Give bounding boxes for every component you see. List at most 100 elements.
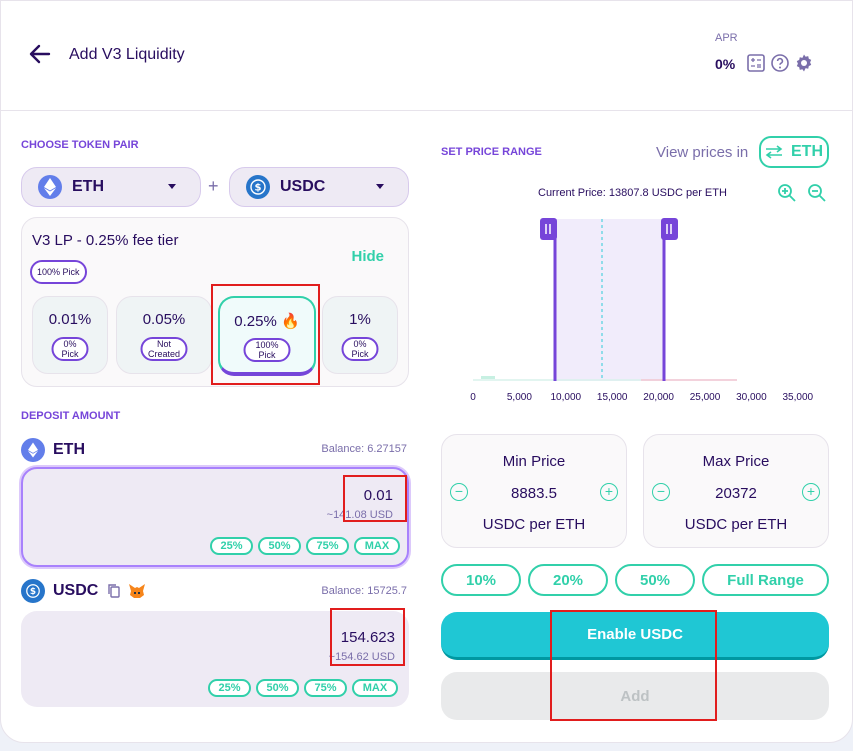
eth-icon [38,175,62,199]
token-b-label: USDC [280,178,326,195]
usdc-amount-value: 154.623 [340,629,395,646]
x-tick-label: 30,000 [736,392,767,403]
min-price-panel: Min Price − 8883.5 + USDC per ETH [441,434,627,548]
set-price-range-label: SET PRICE RANGE [441,146,542,158]
x-tick-label: 0 [470,392,476,403]
min-price-handle[interactable] [540,218,557,240]
handle-grip-icon [666,224,672,234]
fee-option-1[interactable]: 1% 0% Pick [322,296,398,374]
fee-tier-title: V3 LP - 0.25% fee tier [32,232,179,249]
apr-label: APR [715,32,738,44]
usdc-icon: $ [21,579,45,603]
usdc-deposit-header: $ USDC [21,579,146,603]
chevron-down-icon [168,184,176,189]
eth-max-button[interactable]: MAX [354,537,400,555]
x-tick-label: 5,000 [507,392,532,403]
x-tick-label: 15,000 [597,392,628,403]
token-a-select[interactable]: ETH [21,167,201,207]
x-tick-label: 35,000 [783,392,814,403]
eth-deposit-header: ETH [21,438,85,462]
usdc-max-button[interactable]: MAX [352,679,398,697]
usdc-25-button[interactable]: 25% [208,679,251,697]
add-button[interactable]: Add [441,672,829,720]
min-price-input[interactable]: 8883.5 [511,485,557,502]
max-price-panel: Max Price − 20372 + USDC per ETH [643,434,829,548]
x-tick-label: 10,000 [551,392,582,403]
min-price-unit: USDC per ETH [482,516,586,533]
help-icon[interactable] [770,53,790,73]
fee-option-value: 0.25% 🔥 [234,313,300,330]
eth-amount-value: 0.01 [363,487,393,504]
token-b-select[interactable]: $ USDC [229,167,409,207]
svg-text:$: $ [30,587,36,597]
view-prices-label: View prices in [656,144,749,161]
max-price-label: Max Price [702,453,770,470]
eth-amount-usd: ~141.08 USD [326,509,393,521]
back-arrow-icon[interactable] [27,41,53,67]
svg-text:$: $ [255,183,262,194]
handle-grip-icon [545,224,551,234]
liquidity-bar [481,376,495,379]
usdc-balance: Balance: 15725.7 [321,585,407,597]
fee-option-pick: Not Created [140,337,188,361]
x-tick-label: 25,000 [690,392,721,403]
usdc-symbol: USDC [53,582,99,599]
min-price-decrement-button[interactable]: − [450,483,468,501]
zoom-out-icon[interactable] [807,183,827,203]
fee-tier-panel: V3 LP - 0.25% fee tier 100% Pick Hide 0.… [21,217,409,387]
max-price-input[interactable]: 20372 [715,485,757,502]
min-price-increment-button[interactable]: + [600,483,618,501]
fee-option-value: 0.01% [48,311,92,328]
fee-option-0-05[interactable]: 0.05% Not Created [116,296,212,374]
range-10-button[interactable]: 10% [441,564,521,596]
fee-option-pick: 100% Pick [243,338,291,362]
chevron-down-icon [376,184,384,189]
fee-option-value: 0.05% [142,311,186,328]
token-a-label: ETH [72,178,104,195]
copy-icon[interactable] [106,583,122,599]
choose-token-pair-label: CHOOSE TOKEN PAIR [21,139,139,151]
page-title: Add V3 Liquidity [69,46,185,63]
settings-gear-icon[interactable] [794,53,814,73]
full-range-button[interactable]: Full Range [702,564,829,596]
price-range-chart[interactable]: 0 5,000 10,000 15,000 20,000 25,000 30,000 35,0… [461,209,821,409]
view-prices-token: ETH [791,143,823,160]
metamask-fox-icon[interactable] [128,583,146,599]
fee-option-0-01[interactable]: 0.01% 0% Pick [32,296,108,374]
max-price-unit: USDC per ETH [684,516,788,533]
eth-75-button[interactable]: 75% [306,537,349,555]
calculator-icon[interactable] [746,53,766,73]
range-50-button[interactable]: 50% [615,564,695,596]
fee-pick-badge: 100% Pick [30,260,87,284]
fee-option-pick: 0% Pick [341,337,379,361]
eth-25-button[interactable]: 25% [210,537,253,555]
max-price-decrement-button[interactable]: − [652,483,670,501]
usdc-50-button[interactable]: 50% [256,679,299,697]
fee-option-0-25[interactable]: 0.25% 🔥 100% Pick [218,296,316,376]
usdc-amount-usd: ~154.62 USD [328,651,395,663]
current-price-label: Current Price: 13807.8 USDC per ETH [538,187,727,199]
eth-balance: Balance: 6.27157 [321,443,407,455]
max-price-increment-button[interactable]: + [802,483,820,501]
swap-arrows-icon [765,145,783,159]
hide-button[interactable]: Hide [351,248,384,265]
plus-sign: + [208,176,219,196]
range-20-button[interactable]: 20% [528,564,608,596]
fee-option-pick: 0% Pick [51,337,89,361]
usdc-75-button[interactable]: 75% [304,679,347,697]
eth-amount-input[interactable]: 0.01 ~141.08 USD 25% 50% 75% MAX [21,467,409,567]
eth-50-button[interactable]: 50% [258,537,301,555]
selected-range-area [555,219,664,381]
deposit-amount-label: DEPOSIT AMOUNT [21,410,121,422]
max-price-handle[interactable] [661,218,678,240]
fee-option-value: 1% [349,311,371,328]
usdc-icon: $ [246,175,270,199]
enable-usdc-button[interactable]: Enable USDC [441,612,829,660]
eth-icon [21,438,45,462]
usdc-amount-input[interactable]: 154.623 ~154.62 USD 25% 50% 75% MAX [21,611,409,707]
min-price-label: Min Price [502,453,566,470]
x-tick-label: 20,000 [643,392,674,403]
zoom-in-icon[interactable] [777,183,797,203]
view-prices-token-toggle[interactable]: ETH [759,136,829,168]
